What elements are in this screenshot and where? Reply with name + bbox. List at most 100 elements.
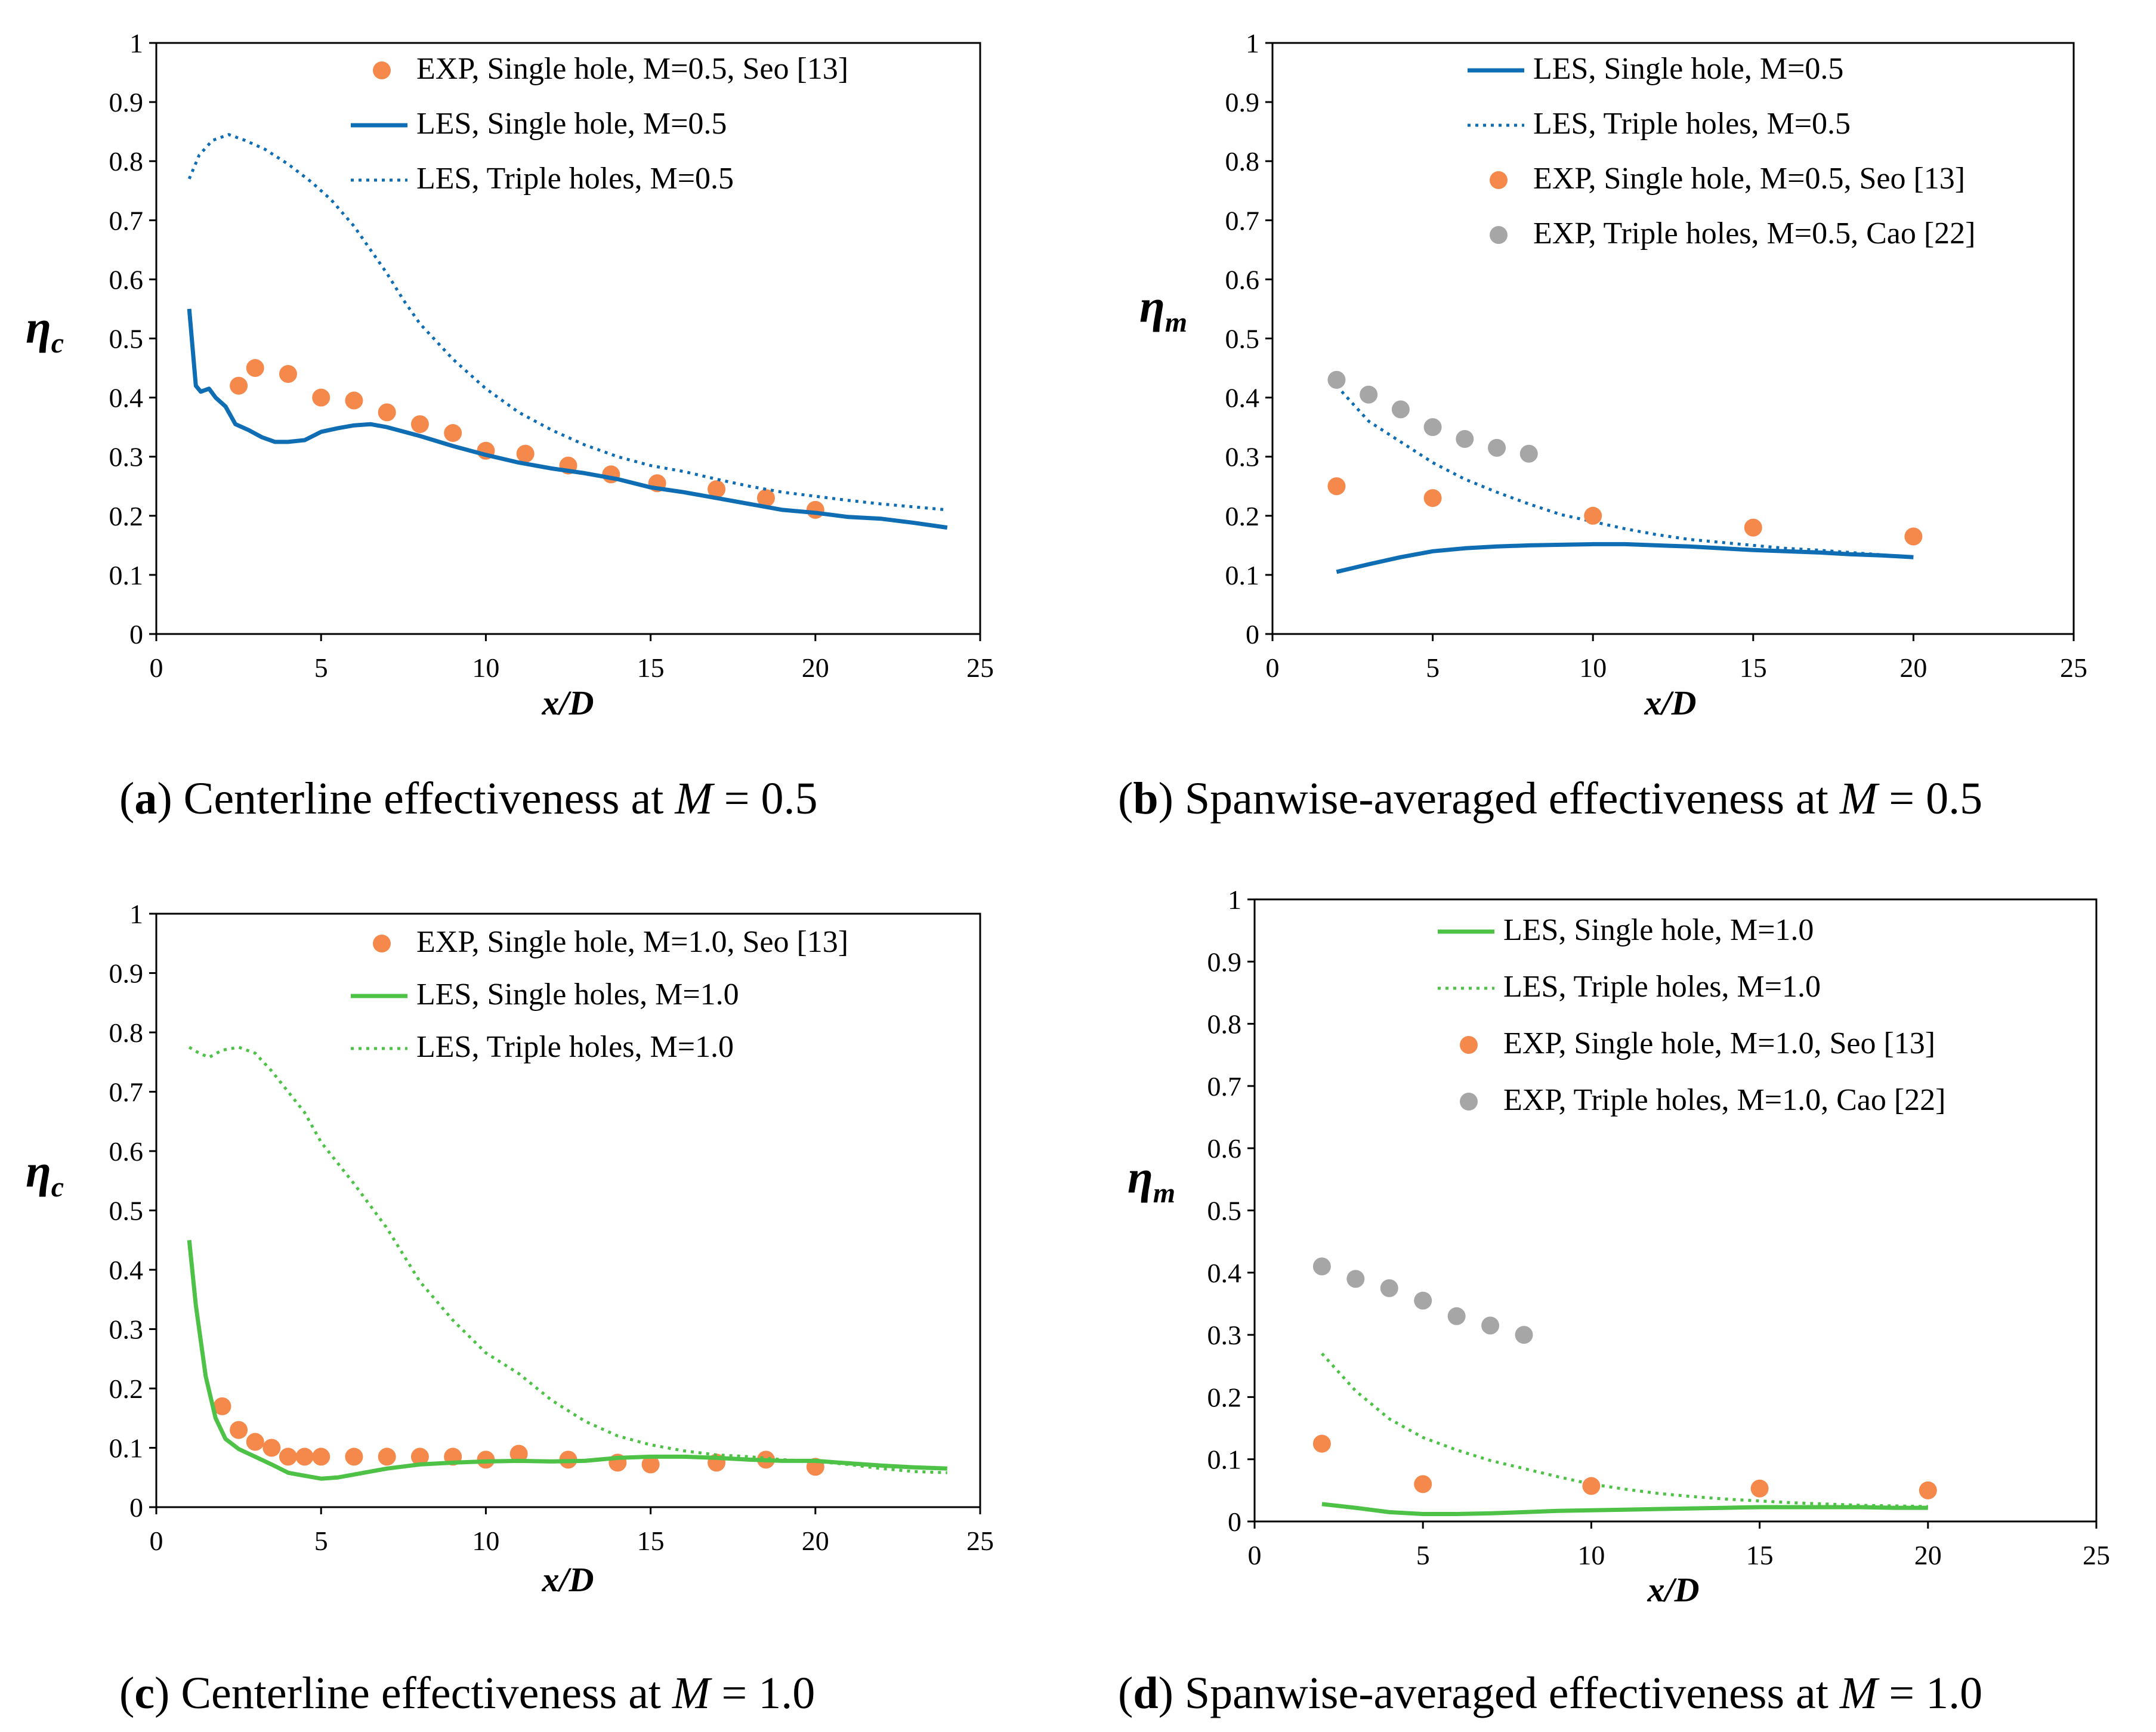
y-tick-label: 0.8 xyxy=(1225,146,1260,177)
y-tick-label: 0.2 xyxy=(109,1374,144,1404)
series-line xyxy=(1335,385,1914,559)
y-axis-label-main: η xyxy=(1139,280,1165,332)
y-tick-label: 1 xyxy=(1246,28,1259,58)
x-tick-label: 10 xyxy=(472,1526,499,1556)
series-line xyxy=(187,308,948,530)
data-point xyxy=(1750,1479,1769,1498)
y-tick-label: 0.1 xyxy=(1225,560,1260,590)
caption-b-var: M xyxy=(1839,774,1878,824)
data-point xyxy=(230,1421,248,1439)
data-point xyxy=(756,489,775,508)
y-tick-label: 0.9 xyxy=(109,87,144,117)
data-point xyxy=(312,1448,330,1466)
data-point xyxy=(509,1445,528,1463)
y-tick-label: 0.6 xyxy=(1207,1133,1242,1164)
legend-label: EXP, Single hole, M=0.5, Seo [13] xyxy=(1533,162,1965,196)
y-tick-label: 0.5 xyxy=(1225,324,1260,354)
x-tick-label: 15 xyxy=(637,1526,665,1556)
data-point xyxy=(1414,1475,1432,1493)
data-point xyxy=(345,1448,363,1466)
series-line xyxy=(1321,1352,1928,1508)
data-point xyxy=(1380,1279,1398,1297)
data-point xyxy=(246,359,264,378)
data-point xyxy=(410,1448,429,1466)
y-tick-label: 0.1 xyxy=(109,560,144,590)
data-point xyxy=(1423,418,1442,437)
series-line xyxy=(187,133,948,512)
y-axis-label-main: η xyxy=(1128,1151,1153,1203)
x-axis-label: x/D xyxy=(542,1560,594,1599)
caption-a-value: = 0.5 xyxy=(724,774,818,824)
x-tick-label: 0 xyxy=(1266,652,1280,683)
data-point xyxy=(1423,489,1442,508)
y-tick-label: 0.3 xyxy=(1207,1320,1242,1350)
legend-marker xyxy=(373,935,391,952)
data-point xyxy=(1456,429,1474,448)
data-point xyxy=(1488,438,1506,457)
series-line xyxy=(1321,1502,1928,1516)
data-point xyxy=(230,376,248,395)
data-point xyxy=(1582,1477,1601,1495)
legend-marker xyxy=(1490,226,1508,244)
y-tick-label: 0.7 xyxy=(1225,205,1260,236)
x-tick-label: 15 xyxy=(1746,1540,1774,1570)
data-point xyxy=(1312,1257,1331,1276)
y-tick-label: 0 xyxy=(1228,1507,1241,1537)
data-point xyxy=(1360,385,1378,404)
caption-a-var: M xyxy=(675,774,713,824)
y-tick-label: 0.7 xyxy=(109,1077,144,1108)
x-tick-label: 25 xyxy=(966,1526,994,1556)
legend-label: LES, Triple holes, M=1.0 xyxy=(416,1030,734,1064)
y-tick-label: 0.4 xyxy=(109,1255,144,1285)
x-tick-label: 25 xyxy=(2083,1540,2110,1570)
data-point xyxy=(246,1433,264,1451)
data-point xyxy=(1919,1481,1937,1499)
data-point xyxy=(213,1397,231,1415)
y-tick-label: 0.4 xyxy=(1207,1258,1242,1288)
legend-marker xyxy=(1460,1093,1478,1111)
y-axis-label-main: η xyxy=(26,301,51,353)
y-axis-label-main: η xyxy=(26,1145,51,1197)
legend-label: EXP, Triple holes, M=1.0, Cao [22] xyxy=(1503,1083,1945,1117)
y-tick-label: 0.6 xyxy=(1225,264,1260,295)
data-point xyxy=(1584,506,1602,525)
data-point xyxy=(378,403,396,422)
legend-marker xyxy=(1460,1036,1478,1054)
legend-label: LES, Single hole, M=1.0 xyxy=(1503,913,1814,947)
y-tick-label: 0 xyxy=(129,1492,143,1523)
y-tick-label: 0.2 xyxy=(1225,501,1260,531)
data-point xyxy=(806,500,824,519)
x-tick-label: 10 xyxy=(1579,652,1607,683)
x-tick-label: 0 xyxy=(150,652,163,683)
legend-label: LES, Triple holes, M=0.5 xyxy=(416,162,734,196)
x-tick-label: 0 xyxy=(150,1526,163,1556)
x-tick-label: 20 xyxy=(1914,1540,1942,1570)
y-tick-label: 0.8 xyxy=(109,1017,144,1048)
x-tick-label: 20 xyxy=(802,1526,829,1556)
series-line xyxy=(188,1046,947,1474)
y-tick-label: 0.8 xyxy=(109,146,144,177)
x-tick-label: 5 xyxy=(1416,1540,1430,1570)
y-tick-label: 1 xyxy=(129,28,143,58)
data-point xyxy=(312,388,330,407)
y-tick-label: 0.1 xyxy=(1207,1445,1242,1475)
y-tick-label: 0.4 xyxy=(1225,383,1260,413)
x-tick-label: 5 xyxy=(314,652,328,683)
legend-label: EXP, Single hole, M=1.0, Seo [13] xyxy=(416,925,848,959)
data-point xyxy=(295,1448,314,1466)
x-tick-label: 15 xyxy=(637,652,665,683)
x-tick-label: 25 xyxy=(2060,652,2087,683)
panel-d-chart: 00.10.20.30.40.50.60.70.80.910 5 10 15 20 25x… xyxy=(1128,884,2110,1609)
y-tick-label: 0.1 xyxy=(109,1433,144,1464)
data-point xyxy=(1447,1307,1466,1325)
caption-d-label: d xyxy=(1133,1668,1159,1718)
y-tick-label: 1 xyxy=(1228,884,1241,915)
x-tick-label: 15 xyxy=(1740,652,1767,683)
legend-label: LES, Triple holes, M=0.5 xyxy=(1533,107,1851,141)
data-point xyxy=(1414,1291,1432,1310)
caption-b-text: Spanwise-averaged effectiveness at xyxy=(1184,774,1828,824)
data-point xyxy=(1481,1316,1500,1335)
x-tick-label: 5 xyxy=(1426,652,1440,683)
x-tick-label: 5 xyxy=(314,1526,328,1556)
caption-c-text: Centerline effectiveness at xyxy=(181,1668,662,1718)
